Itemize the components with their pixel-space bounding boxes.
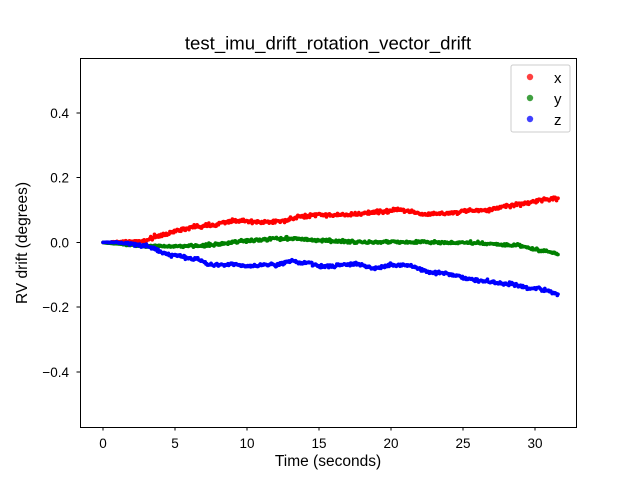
svg-text:0.0: 0.0 (50, 235, 69, 250)
svg-text:x: x (554, 70, 562, 87)
svg-text:Time (seconds): Time (seconds) (275, 453, 381, 470)
svg-text:15: 15 (311, 436, 326, 451)
svg-text:−0.4: −0.4 (42, 365, 69, 380)
svg-text:0: 0 (99, 436, 107, 451)
svg-text:−0.2: −0.2 (42, 300, 69, 315)
svg-text:30: 30 (527, 436, 542, 451)
svg-text:y: y (554, 91, 562, 108)
svg-text:5: 5 (171, 436, 179, 451)
svg-text:test_imu_drift_rotation_vector: test_imu_drift_rotation_vector_drift (185, 33, 472, 55)
svg-text:25: 25 (455, 436, 470, 451)
svg-text:20: 20 (383, 436, 398, 451)
svg-text:10: 10 (239, 436, 254, 451)
svg-text:RV drift (degrees): RV drift (degrees) (14, 182, 31, 304)
svg-text:0.2: 0.2 (50, 171, 69, 186)
svg-text:z: z (554, 112, 562, 129)
svg-text:0.4: 0.4 (50, 106, 69, 121)
